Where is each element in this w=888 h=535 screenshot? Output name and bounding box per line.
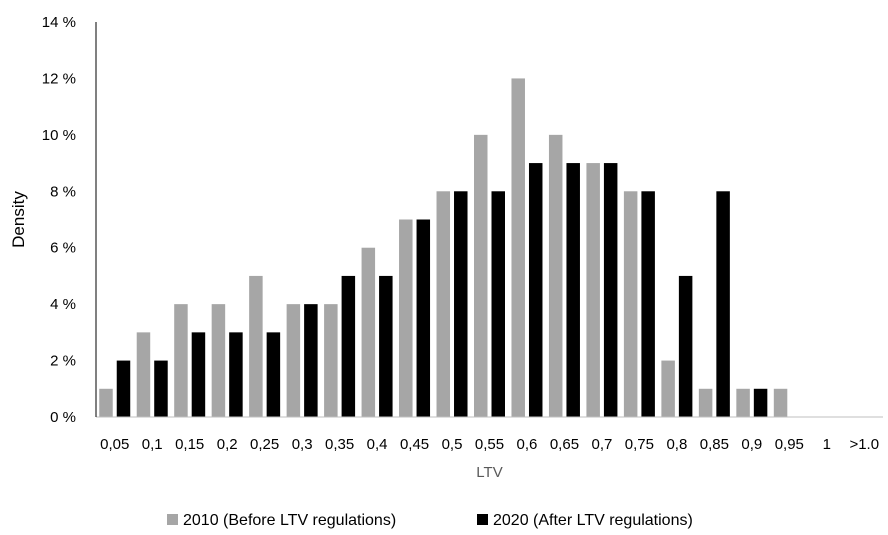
bar-2010-15 — [661, 360, 675, 417]
bar-2010-10 — [474, 134, 488, 417]
x-tick-label: 0,55 — [475, 436, 504, 453]
x-tick-label: 0,2 — [217, 436, 238, 453]
x-tick-label: 1 — [823, 436, 831, 453]
y-tick-label: 10 % — [42, 127, 76, 144]
bar-2020-1 — [154, 360, 168, 417]
bar-2010-13 — [586, 163, 600, 417]
bar-2010-3 — [211, 304, 226, 417]
bar-2020-3 — [229, 332, 243, 417]
x-tick-label: 0,15 — [175, 436, 204, 453]
bar-2010-6 — [324, 304, 338, 417]
y-tick-label: 4 % — [50, 296, 76, 313]
x-tick-label: 0,65 — [550, 436, 579, 453]
bar-2020-0 — [116, 360, 131, 417]
x-tick-label: 0,9 — [741, 436, 762, 453]
x-tick-label: 0,3 — [292, 436, 313, 453]
x-tick-label: 0,7 — [591, 436, 612, 453]
bar-2020-8 — [416, 219, 431, 417]
bar-2010-14 — [623, 191, 638, 417]
x-tick-label: 0,25 — [250, 436, 279, 453]
bar-2020-16 — [716, 191, 730, 417]
legend: 2010 (Before LTV regulations) 2020 (Afte… — [167, 512, 693, 529]
bar-2020-2 — [191, 332, 206, 417]
bar-2020-17 — [753, 388, 768, 417]
x-tick-label: 0,45 — [400, 436, 429, 453]
x-tick-label: >1.0 — [849, 436, 879, 453]
x-axis-title: LTV — [476, 464, 502, 481]
bar-2020-15 — [678, 275, 693, 417]
legend-swatch-2020 — [477, 514, 488, 525]
y-tick-label: 0 % — [50, 409, 76, 426]
bar-2010-9 — [436, 191, 451, 417]
bar-2020-14 — [641, 191, 655, 417]
bar-2020-5 — [304, 304, 318, 417]
y-tick-label: 12 % — [42, 70, 76, 87]
bar-2010-16 — [698, 388, 713, 417]
legend-label-2020: 2020 (After LTV regulations) — [493, 512, 693, 529]
bar-2010-7 — [361, 247, 376, 417]
bar-2010-17 — [736, 388, 750, 417]
bar-2020-11 — [528, 163, 543, 417]
x-tick-label: 0,5 — [442, 436, 463, 453]
bar-2010-2 — [174, 304, 188, 417]
x-tick-label: 0,6 — [517, 436, 538, 453]
bar-2010-1 — [136, 332, 151, 417]
y-axis-ticks: 0 % 2 % 4 % 6 % 8 % 10 % 12 % 14 % — [42, 14, 76, 426]
y-tick-label: 2 % — [50, 353, 76, 370]
bar-2020-7 — [379, 275, 393, 417]
bars — [99, 78, 788, 417]
bar-2020-12 — [566, 163, 580, 417]
bar-2020-4 — [266, 332, 281, 417]
y-axis-title: Density — [9, 191, 28, 248]
x-tick-label: 0,4 — [367, 436, 388, 453]
bar-2010-8 — [399, 219, 413, 417]
x-tick-label: 0,35 — [325, 436, 354, 453]
y-tick-label: 14 % — [42, 14, 76, 31]
bar-2010-5 — [286, 304, 301, 417]
bar-2020-13 — [603, 163, 618, 417]
x-axis-ticks: 0,05 0,1 0,15 0,2 0,25 0,3 0,35 0,4 0,45 0,5 0,55 0… — [100, 436, 879, 453]
bar-2010-0 — [99, 388, 113, 417]
bar-2020-9 — [454, 191, 468, 417]
x-tick-label: 0,05 — [100, 436, 129, 453]
bar-2010-4 — [249, 275, 263, 417]
x-tick-label: 0,75 — [625, 436, 654, 453]
bar-2010-11 — [511, 78, 525, 417]
legend-swatch-2010 — [167, 514, 178, 525]
y-tick-label: 6 % — [50, 240, 76, 257]
y-tick-label: 8 % — [50, 183, 76, 200]
x-tick-label: 0,95 — [775, 436, 804, 453]
bar-2010-18 — [773, 388, 788, 417]
bar-2020-10 — [491, 191, 505, 417]
bar-2010-12 — [548, 134, 563, 417]
x-tick-label: 0,8 — [666, 436, 687, 453]
x-tick-label: 0,85 — [700, 436, 729, 453]
bar-2020-6 — [341, 275, 356, 417]
x-tick-label: 0,1 — [142, 436, 163, 453]
legend-label-2010: 2010 (Before LTV regulations) — [183, 512, 396, 529]
